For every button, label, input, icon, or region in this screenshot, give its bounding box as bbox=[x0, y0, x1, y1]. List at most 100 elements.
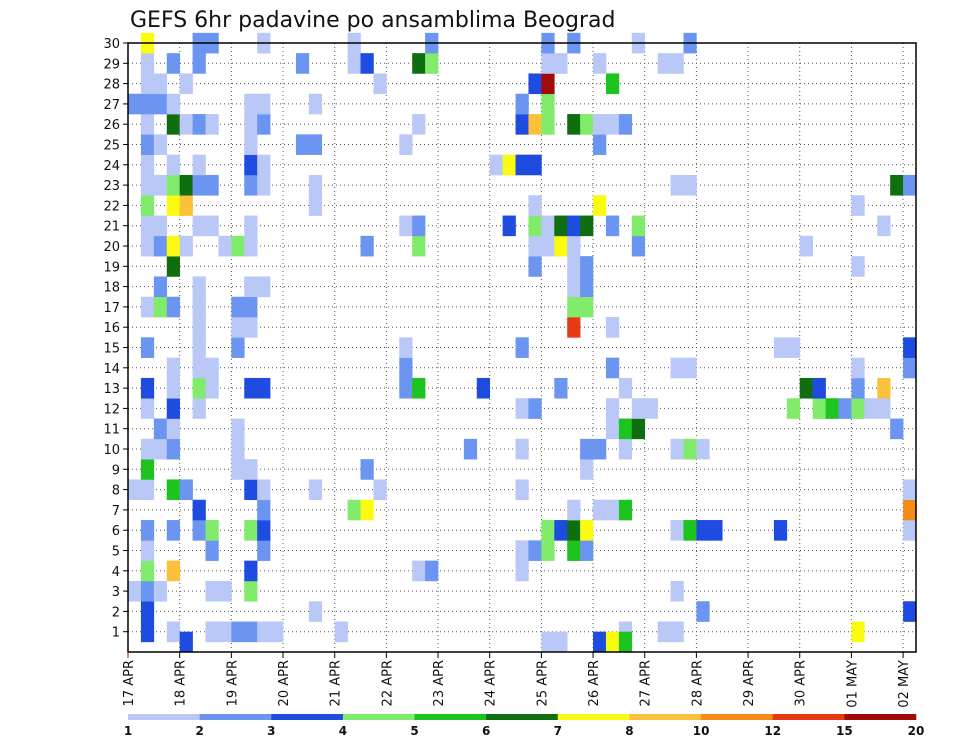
heatmap-cell bbox=[399, 337, 413, 358]
heatmap-cell bbox=[166, 53, 180, 74]
legend-swatch bbox=[486, 714, 559, 720]
heatmap-cell bbox=[670, 357, 684, 379]
heatmap-cell bbox=[257, 276, 271, 298]
legend-swatch bbox=[128, 714, 200, 720]
heatmap-cell bbox=[528, 114, 542, 135]
heatmap-cell bbox=[192, 377, 206, 399]
heatmap-cell bbox=[851, 256, 865, 277]
heatmap-cell bbox=[773, 337, 788, 358]
heatmap-cell bbox=[192, 296, 206, 318]
heatmap-cell bbox=[567, 276, 581, 298]
heatmap-cell bbox=[593, 499, 607, 521]
heatmap-cell bbox=[244, 560, 258, 582]
heatmap-cell bbox=[580, 256, 594, 277]
heatmap-cell bbox=[257, 621, 271, 643]
heatmap-cell bbox=[567, 235, 581, 257]
heatmap-cell bbox=[605, 73, 620, 95]
heatmap-cell bbox=[580, 540, 594, 561]
heatmap-cell bbox=[528, 195, 542, 216]
heatmap-cell bbox=[903, 357, 917, 379]
y-tick-label: 22 bbox=[103, 199, 120, 214]
heatmap-cell bbox=[515, 438, 529, 460]
heatmap-cell bbox=[593, 631, 607, 653]
heatmap-cell bbox=[257, 377, 271, 399]
y-tick-label: 24 bbox=[103, 159, 120, 174]
heatmap-cell bbox=[670, 580, 684, 602]
heatmap-cell bbox=[554, 53, 568, 74]
heatmap-cell bbox=[179, 235, 193, 257]
y-tick-label: 12 bbox=[103, 402, 120, 417]
heatmap-cell bbox=[903, 601, 917, 622]
heatmap-cell bbox=[528, 256, 542, 277]
heatmap-cell bbox=[773, 520, 788, 541]
legend-label: 7 bbox=[554, 724, 562, 738]
heatmap-cell bbox=[166, 195, 180, 216]
legend-swatch bbox=[772, 714, 845, 720]
heatmap-cell bbox=[166, 357, 180, 379]
heatmap-cell bbox=[580, 459, 594, 480]
heatmap-cell bbox=[140, 560, 155, 582]
heatmap-cell bbox=[308, 93, 323, 115]
heatmap-cell bbox=[192, 357, 206, 379]
heatmap-cell bbox=[205, 114, 219, 135]
legend-label: 2 bbox=[195, 724, 203, 738]
heatmap-cell bbox=[593, 53, 607, 74]
heatmap-cell bbox=[631, 418, 646, 440]
heatmap-cell bbox=[515, 540, 529, 561]
heatmap-cell bbox=[244, 215, 258, 237]
heatmap-cell bbox=[140, 235, 155, 257]
heatmap-cell bbox=[166, 438, 180, 460]
heatmap-cell bbox=[851, 398, 865, 419]
legend-label: 8 bbox=[625, 724, 633, 738]
heatmap-cell bbox=[179, 631, 193, 653]
y-tick-label: 27 bbox=[103, 98, 120, 113]
heatmap-cell bbox=[541, 540, 555, 561]
heatmap-cell bbox=[244, 93, 258, 115]
heatmap-cell bbox=[140, 93, 155, 115]
heatmap-cells bbox=[128, 32, 917, 653]
heatmap-cell bbox=[140, 154, 155, 176]
heatmap-cell bbox=[153, 296, 168, 318]
heatmap-cell bbox=[618, 499, 633, 521]
heatmap-cell bbox=[360, 235, 374, 257]
heatmap-cell bbox=[528, 540, 542, 561]
heatmap-cell bbox=[851, 195, 865, 216]
y-tick-label: 8 bbox=[112, 484, 120, 499]
heatmap-cell bbox=[140, 601, 155, 622]
heatmap-cell bbox=[399, 377, 413, 399]
heatmap-cell bbox=[683, 438, 697, 460]
heatmap-cell bbox=[308, 174, 323, 196]
heatmap-cell bbox=[166, 114, 180, 135]
heatmap-cell bbox=[166, 154, 180, 176]
heatmap-cell bbox=[618, 631, 633, 653]
heatmap-cell bbox=[605, 398, 620, 419]
heatmap-cell bbox=[153, 174, 168, 196]
x-axis: 17 APR 18 APR 19 APR 20 APR 21 APR 22 APR 23 A… bbox=[122, 652, 912, 708]
heatmap-cell bbox=[373, 73, 387, 95]
legend-label: 1 bbox=[124, 724, 132, 738]
heatmap-cell bbox=[140, 580, 155, 602]
heatmap-cell bbox=[244, 276, 258, 298]
legend-label: 15 bbox=[836, 724, 853, 738]
y-tick-label: 1 bbox=[112, 626, 120, 641]
heatmap-cell bbox=[205, 540, 219, 561]
x-tick-label: 19 APR bbox=[225, 660, 240, 706]
heatmap-cell bbox=[567, 520, 581, 541]
heatmap-cell bbox=[541, 93, 555, 115]
y-tick-label: 3 bbox=[112, 585, 120, 600]
heatmap-cell bbox=[244, 520, 258, 541]
heatmap-cell bbox=[192, 398, 206, 419]
heatmap-cell bbox=[399, 215, 413, 237]
heatmap-cell bbox=[257, 540, 271, 561]
heatmap-cell bbox=[554, 377, 568, 399]
heatmap-cell bbox=[140, 520, 155, 541]
legend-swatch bbox=[199, 714, 272, 720]
heatmap-cell bbox=[140, 296, 155, 318]
heatmap-cell bbox=[567, 215, 581, 237]
heatmap-cell bbox=[153, 418, 168, 440]
x-tick-label: 29 APR bbox=[742, 660, 757, 706]
grid-lines bbox=[128, 42, 916, 652]
y-tick-label: 7 bbox=[112, 504, 120, 519]
heatmap-cell bbox=[605, 357, 620, 379]
heatmap-cell bbox=[231, 296, 245, 318]
